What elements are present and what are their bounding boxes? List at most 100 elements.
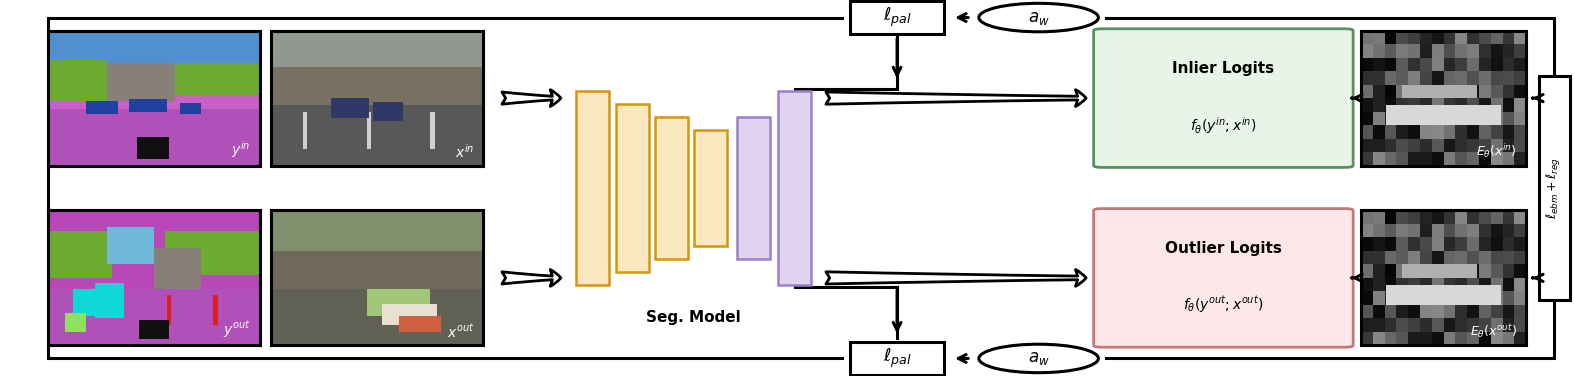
Bar [1420, 251, 1432, 264]
Bar [1396, 211, 1409, 224]
Bar [1373, 238, 1385, 251]
Bar [47, 289, 260, 345]
Text: $\ell_{ebm} + \ell_{reg}$: $\ell_{ebm} + \ell_{reg}$ [1546, 157, 1563, 219]
Bar [1396, 44, 1409, 58]
Bar [1480, 112, 1491, 125]
Bar [1409, 71, 1420, 85]
Bar [271, 211, 483, 258]
Bar [1456, 224, 1467, 238]
Bar [1491, 71, 1503, 85]
Bar [1362, 251, 1373, 264]
Bar [1420, 264, 1432, 278]
Bar [139, 320, 168, 339]
Bar [1443, 58, 1456, 71]
Bar [1420, 71, 1432, 85]
Bar [1432, 125, 1443, 138]
Bar [1409, 44, 1420, 58]
Bar [1420, 318, 1432, 332]
Bar [1409, 112, 1420, 125]
Bar [1491, 211, 1503, 224]
Bar [1420, 291, 1432, 305]
FancyBboxPatch shape [1094, 209, 1354, 347]
Bar [1467, 291, 1480, 305]
Bar [1443, 305, 1456, 318]
Bar [1467, 264, 1480, 278]
Bar [1420, 85, 1432, 98]
Bar [1396, 112, 1409, 125]
Bar [1467, 98, 1480, 112]
Bar [1420, 44, 1432, 58]
Bar [1373, 85, 1385, 98]
Bar [1514, 224, 1527, 238]
Bar [1467, 85, 1480, 98]
Bar [175, 63, 260, 96]
Bar [1480, 305, 1491, 318]
Bar [1491, 152, 1503, 165]
Bar [1432, 264, 1443, 278]
Bar [1514, 138, 1527, 152]
Bar [1385, 291, 1396, 305]
Bar [1514, 318, 1527, 332]
Bar [1362, 318, 1373, 332]
Bar [1396, 305, 1409, 318]
Bar [1409, 85, 1420, 98]
Bar [1420, 332, 1432, 345]
Bar [165, 231, 260, 275]
Bar [1362, 264, 1373, 278]
Bar [1467, 318, 1480, 332]
Bar [1456, 278, 1467, 291]
Bar [1420, 31, 1432, 44]
Bar [1491, 31, 1503, 44]
Bar [1420, 278, 1432, 291]
Bar [1385, 251, 1396, 264]
Bar [1514, 264, 1527, 278]
Bar [1456, 71, 1467, 85]
Bar [1467, 211, 1480, 224]
Bar [1385, 85, 1396, 98]
Bar [1503, 264, 1514, 278]
Text: $a_w$: $a_w$ [1028, 9, 1050, 27]
Bar [47, 231, 112, 278]
Bar [1503, 238, 1514, 251]
Bar [1385, 98, 1396, 112]
Bar [1385, 264, 1396, 278]
Bar [1443, 238, 1456, 251]
Bar [1362, 85, 1373, 98]
Bar [1456, 305, 1467, 318]
Bar [1456, 291, 1467, 305]
Bar [1432, 251, 1443, 264]
Bar [1396, 332, 1409, 345]
Bar [1443, 98, 1456, 112]
Bar [1396, 71, 1409, 85]
Bar [1491, 58, 1503, 71]
Bar [1402, 264, 1476, 278]
Bar [1420, 211, 1432, 224]
Bar [1373, 71, 1385, 85]
Bar [1373, 251, 1385, 264]
Bar [1362, 291, 1373, 305]
Text: $x^{out}$: $x^{out}$ [447, 323, 474, 340]
Bar [1362, 138, 1373, 152]
Bar [1456, 251, 1467, 264]
Bar [1409, 152, 1420, 165]
Bar [47, 211, 260, 345]
Bar [1362, 112, 1373, 125]
Bar [1432, 238, 1443, 251]
Bar [1443, 251, 1456, 264]
Bar [1432, 138, 1443, 152]
Bar [1514, 125, 1527, 138]
Bar [1514, 152, 1527, 165]
Bar [1432, 318, 1443, 332]
Bar [1373, 264, 1385, 278]
Bar [1396, 125, 1409, 138]
Bar [1385, 238, 1396, 251]
Bar [1373, 98, 1385, 112]
Bar [1467, 332, 1480, 345]
Bar [1467, 238, 1480, 251]
Bar [137, 137, 168, 159]
Bar [1396, 98, 1409, 112]
Bar [1420, 112, 1432, 125]
Bar [1480, 85, 1491, 98]
Bar [1385, 112, 1396, 125]
Bar [1456, 264, 1467, 278]
